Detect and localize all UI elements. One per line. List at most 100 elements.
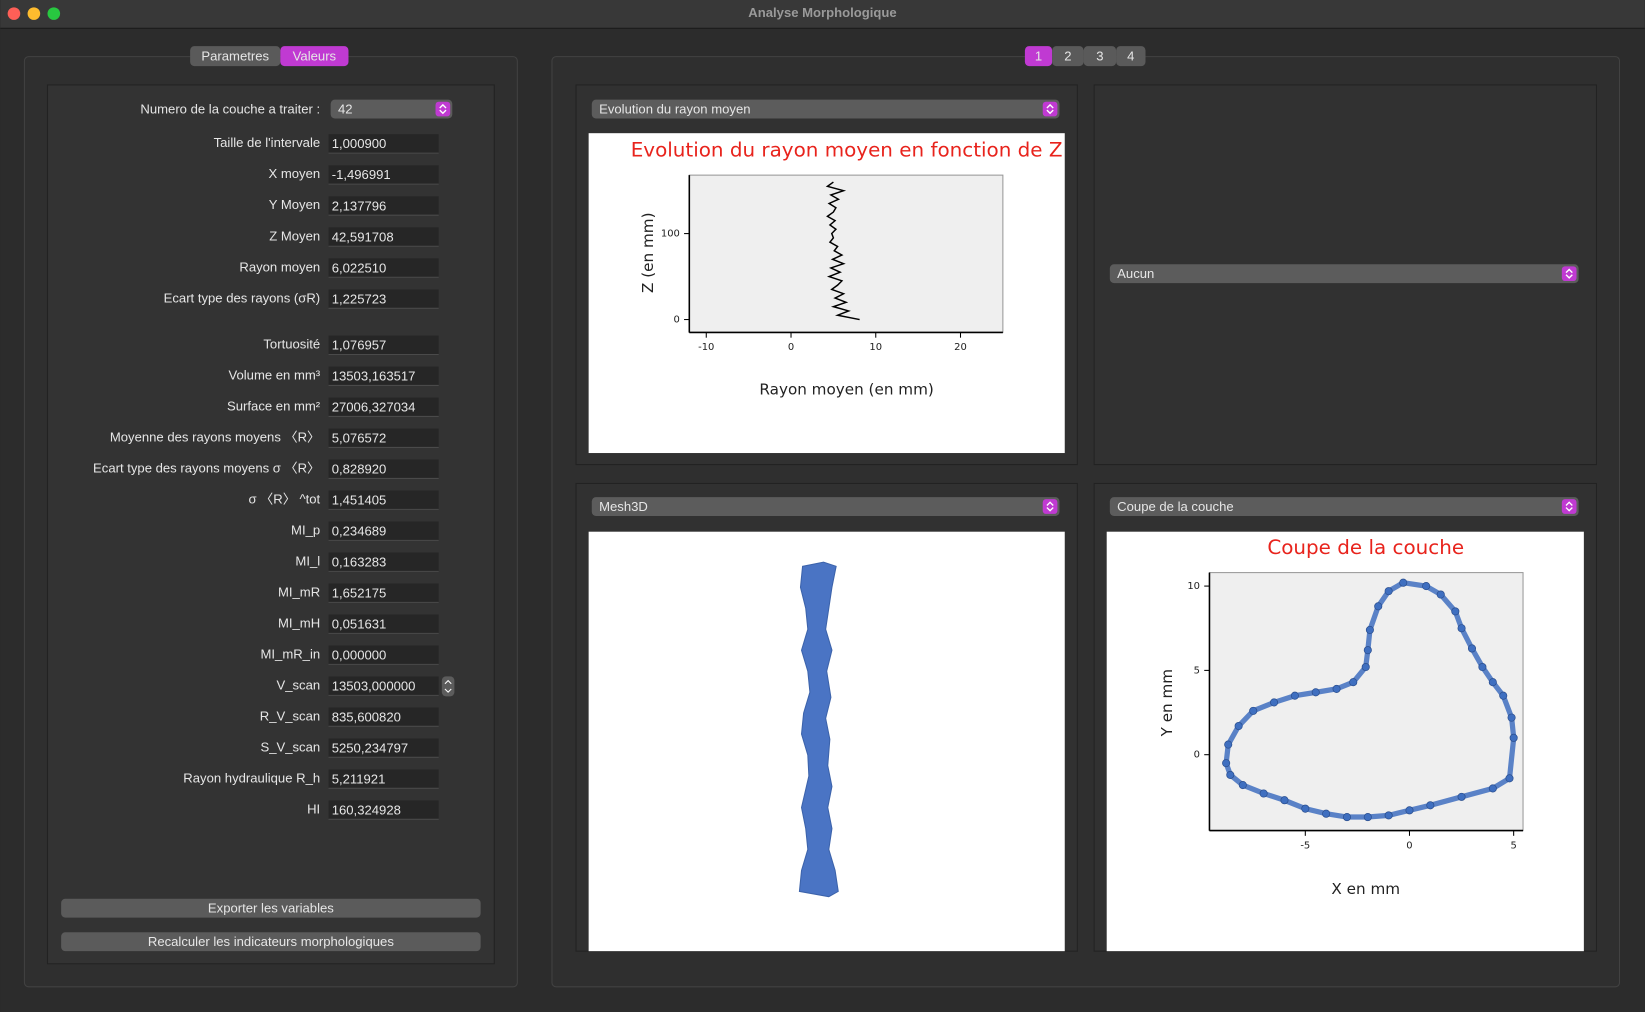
field-input[interactable] [328,707,439,727]
field-label: Rayon hydraulique R_h [183,770,320,785]
field-value: 0,051631 [332,616,387,631]
view-combo[interactable] [591,497,1060,516]
field-value: 0,828920 [332,461,387,476]
chart-title: Evolution du rayon moyen en fonction de … [631,139,1063,162]
field-label: Z Moyen [269,228,320,243]
field-input[interactable] [328,289,439,309]
point [1349,678,1358,687]
point [1259,789,1268,798]
chart: Coupe de la couche -5 0 5 0 5 10 X en mm Y en mm [1158,536,1524,898]
point [1507,713,1516,722]
point [1478,662,1487,672]
tab-label: 2 [1064,49,1071,64]
field-input[interactable] [328,258,439,278]
chart-title: Coupe de la couche [1267,536,1464,559]
view-combo[interactable] [1109,264,1579,284]
x-tick-label: 0 [1406,840,1412,851]
point [1426,801,1435,810]
data-line [825,181,860,321]
y-tick-label: 5 [1194,665,1200,676]
point [1363,646,1372,655]
field-input[interactable] [328,227,439,247]
y-tick-label: 0 [674,315,680,326]
view-combo[interactable] [591,99,1060,119]
point [1499,691,1508,700]
field-input[interactable] [328,676,439,696]
field-value: 42,591708 [332,229,394,244]
minimize-button[interactable] [27,7,41,20]
field-input[interactable] [328,738,439,758]
field-value: 27006,327034 [332,400,416,415]
field-input[interactable] [328,552,439,572]
field-label: Ecart type des rayons (σR) [164,290,321,305]
layer-combo[interactable] [330,99,453,119]
zoom-button[interactable] [47,7,61,20]
combo-arrow-box [1561,266,1577,282]
field-value: 2,137796 [332,198,387,213]
field-input[interactable] [328,196,439,216]
field-label: MI_p [291,522,320,537]
field-value: 6,022510 [332,260,387,275]
close-button[interactable] [7,7,21,20]
field-label: Rayon moyen [239,259,320,274]
point [1363,813,1372,822]
x-tick-label: 0 [788,342,794,353]
field-input[interactable] [328,459,439,479]
dynamic-layer: Parametres Valeurs 1 2 3 4 Numero de la couche… [61,46,1597,952]
field-value: 1,451405 [332,492,387,507]
field-input[interactable] [328,366,439,386]
point [1488,784,1497,793]
field-input[interactable] [328,583,439,603]
field-input[interactable] [328,645,439,665]
field-input[interactable] [328,134,439,154]
view-combo[interactable] [1109,497,1579,516]
spinner[interactable] [441,676,455,697]
field-label: HI [307,801,320,816]
combo-chevrons [1565,501,1573,512]
point [1457,624,1466,633]
field-input[interactable] [328,614,439,634]
button[interactable] [61,932,481,952]
view-combo-text: Evolution du rayon moyen [599,102,750,117]
point [1436,590,1445,599]
tab[interactable] [280,46,349,67]
field-input[interactable] [328,165,439,185]
point [1224,740,1233,749]
field-input[interactable] [328,490,439,510]
point [1322,809,1331,818]
point [1290,691,1299,700]
outline [1223,579,1517,820]
y-tick-label: 0 [1194,750,1200,761]
tab[interactable] [1024,46,1053,67]
point [1374,602,1383,611]
field-value: -1,496991 [332,167,391,182]
field-input[interactable] [328,800,439,820]
field-input[interactable] [328,335,439,355]
tab[interactable] [1116,46,1146,67]
field-label: Ecart type des rayons moyens σ 〈R〉 [93,460,320,475]
field-label: MI_l [295,553,320,568]
tab[interactable] [1052,46,1084,67]
spinner-arrows [444,679,452,693]
point [1226,770,1235,779]
field-label: Numero de la couche a traiter : [140,102,320,117]
field-value: 0,000000 [332,647,387,662]
x-axis-label: Rayon moyen (en mm) [759,381,933,399]
field-input[interactable] [328,397,439,417]
point [1332,684,1341,693]
field-input[interactable] [328,769,439,789]
point [1488,678,1497,687]
button[interactable] [61,898,481,918]
field-input[interactable] [328,428,439,448]
point [1399,578,1408,587]
plot-area [1208,572,1524,832]
button-label: Recalculer les indicateurs morphologique… [148,934,394,949]
y-tick-label: 100 [661,229,680,240]
tab[interactable] [1083,46,1117,67]
field-value: 5,211921 [332,771,386,786]
y-tick-label: 10 [1187,581,1200,592]
tab[interactable] [190,46,281,67]
point [1457,792,1466,801]
field-input[interactable] [328,521,439,541]
